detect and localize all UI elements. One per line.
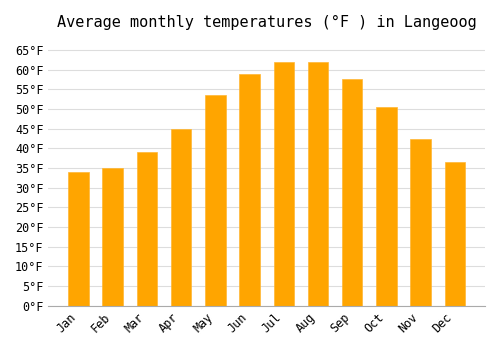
Bar: [410, 139, 431, 306]
Bar: [376, 107, 396, 306]
Bar: [308, 62, 328, 306]
Bar: [171, 129, 192, 306]
Bar: [274, 62, 294, 306]
Bar: [342, 79, 362, 306]
Bar: [205, 95, 226, 306]
Bar: [68, 172, 88, 306]
Bar: [136, 152, 157, 306]
Bar: [444, 162, 465, 306]
Bar: [240, 74, 260, 306]
Title: Average monthly temperatures (°F ) in Langeoog: Average monthly temperatures (°F ) in La…: [57, 15, 476, 30]
Bar: [102, 168, 123, 306]
